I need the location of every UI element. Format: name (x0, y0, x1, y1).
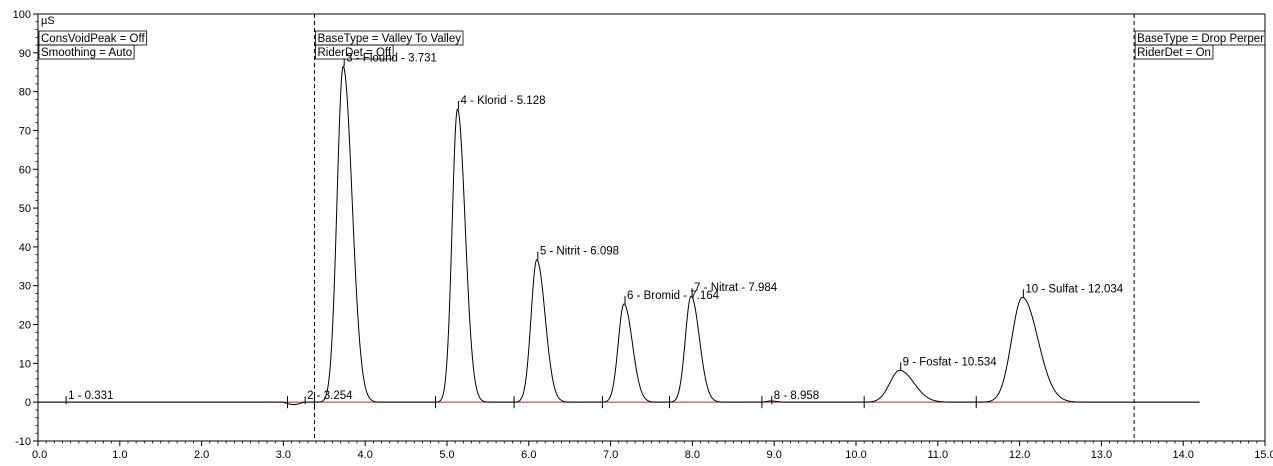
x-tick-label: 2.0 (194, 449, 209, 461)
peak-label: 6 - Bromid - 7.164 (627, 290, 720, 302)
x-tick-label: 1.0 (112, 449, 127, 461)
method-event-text: RiderDet = On (1137, 47, 1211, 59)
method-event-box (38, 44, 135, 60)
x-tick-label: 10.0 (845, 449, 866, 461)
method-event-text: RiderDet = Off (317, 47, 391, 59)
y-tick-label: 70 (19, 125, 31, 137)
method-event-box (1134, 44, 1214, 60)
method-event-text: BaseType = Valley To Valley (317, 33, 461, 45)
peak-label: 8 - 8.958 (774, 390, 819, 402)
peak-label: 2 - 3.254 (307, 390, 353, 402)
axes-group: 0.0 1.0 2.0 3.0 4.0 5.0 6.0 7.0 8.0 9.0 10.0 11.0 12… (13, 9, 1273, 461)
y-tick-label: 80 (19, 87, 31, 99)
method-event-box (315, 44, 394, 60)
x-tick-label: 7.0 (603, 449, 618, 461)
trace-group (38, 65, 1200, 406)
peak-label: 10 - Sulfat - 12.034 (1025, 283, 1123, 295)
y-tick-label: 0 (25, 397, 31, 409)
y-tick-label: 20 (19, 320, 31, 332)
peak-label: 3 - Flourid - 3.731 (346, 52, 437, 64)
x-tick-label: 12.0 (1009, 449, 1030, 461)
y-tick-label: 40 (19, 242, 31, 254)
y-tick-label: 60 (19, 164, 31, 176)
method-event-text: Smoothing = Auto (41, 47, 132, 59)
x-tick-label: 11.0 (928, 449, 949, 461)
x-tick-label: 5.0 (439, 449, 454, 461)
method-event-text: ConsVoidPeak = Off (41, 33, 145, 45)
annotations-group: ConsVoidPeak = Off Smoothing = Auto BaseTy… (38, 14, 1266, 441)
y-tick-label: 30 (19, 281, 31, 293)
y-tick-label: 50 (19, 203, 31, 215)
y-tick-label: 10 (19, 358, 31, 370)
peak-label: 1 - 0.331 (68, 390, 113, 402)
y-unit-label: µS (41, 15, 55, 27)
x-tick-label: 9.0 (767, 449, 782, 461)
chromatogram-trace (38, 65, 1200, 406)
x-tick-label: 3.0 (276, 449, 291, 461)
peak-label: 9 - Fosfat - 10.534 (903, 356, 998, 368)
peak-labels-group: 1 - 0.331 2 - 3.254 3 - Flourid - 3.731 4 -… (65, 52, 1124, 405)
y-tick-label: 100 (13, 9, 31, 21)
x-tick-label: 6.0 (521, 449, 536, 461)
y-tick-label: -10 (15, 436, 31, 448)
x-tick-label: 4.0 (358, 449, 373, 461)
x-tick-label: 15.0 (1254, 449, 1273, 461)
peak-label: 4 - Klorid - 5.128 (460, 95, 545, 107)
y-tick-label: 90 (19, 48, 31, 60)
peak-label: 7 - Nitrat - 7.984 (694, 282, 778, 294)
x-tick-label: 8.0 (685, 449, 700, 461)
x-tick-label: 14.0 (1172, 449, 1193, 461)
peak-label: 5 - Nitrit - 6.098 (540, 246, 619, 258)
x-tick-label: 0.0 (32, 449, 47, 461)
method-event-text: BaseType = Drop Perper (1137, 33, 1264, 45)
x-tick-label: 13.0 (1091, 449, 1112, 461)
